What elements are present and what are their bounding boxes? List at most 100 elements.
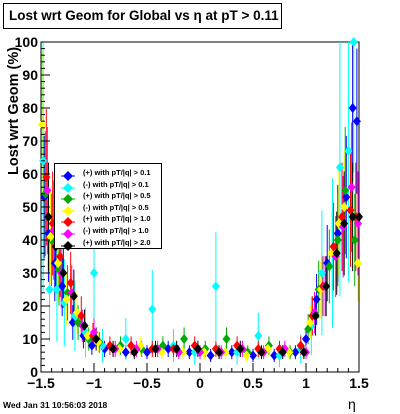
data-point — [206, 350, 215, 361]
data-point — [317, 268, 326, 278]
data-point — [311, 310, 320, 321]
data-point — [221, 347, 230, 358]
data-point — [172, 343, 181, 354]
legend-marker — [61, 214, 75, 228]
data-point — [347, 182, 356, 193]
data-point — [296, 340, 305, 351]
legend-label: (-) with pT/|q| > 0.1 — [83, 179, 149, 189]
data-point — [299, 347, 308, 358]
y-tick-label: 80 — [22, 100, 38, 116]
data-point — [278, 347, 287, 358]
x-tick-label: −1.5 — [27, 375, 55, 391]
x-tick-label: 1.5 — [349, 375, 369, 391]
legend-label: (+) with pT/|q| > 0.1 — [83, 168, 151, 177]
data-point — [59, 268, 68, 278]
data-point — [215, 347, 224, 358]
data-point — [325, 261, 334, 272]
data-point — [236, 343, 245, 354]
y-tick-label: 100 — [15, 34, 39, 50]
legend-entry: (+) with pT/|q| > 0.5 — [55, 190, 163, 205]
x-axis-label: η — [348, 396, 356, 412]
legend-label: (+) with pT/|q| > 2.0 — [83, 237, 151, 247]
data-point — [87, 340, 96, 351]
data-point — [52, 284, 61, 295]
legend-marker — [61, 180, 75, 193]
x-tick-label: −1 — [86, 375, 102, 391]
data-point — [80, 320, 89, 331]
legend-entry: (-) with pT/|q| > 0.5 — [55, 202, 163, 216]
legend-entry: (+) with pT/|q| > 2.0 — [55, 237, 163, 251]
data-point — [355, 211, 363, 222]
data-point — [353, 218, 362, 229]
data-point — [312, 294, 321, 305]
y-tick-label: 10 — [22, 331, 38, 347]
data-point — [211, 281, 220, 292]
data-point — [130, 347, 139, 358]
legend: (+) with pT/|q| > 0.1 (-) with pT/|q| > 0… — [54, 163, 163, 251]
x-tick-label: −0.5 — [133, 375, 161, 391]
data-point — [121, 347, 130, 358]
legend-label: (+) with pT/|q| > 0.5 — [83, 191, 151, 201]
data-point — [56, 251, 65, 262]
legend-marker — [61, 191, 75, 205]
data-point — [342, 192, 351, 203]
data-point — [185, 347, 194, 358]
y-tick-label: 70 — [22, 133, 38, 149]
data-point — [348, 103, 357, 113]
legend-marker — [61, 238, 75, 251]
data-point — [254, 330, 263, 341]
x-tick-label: 0 — [196, 375, 204, 391]
y-axis-label: Lost wrt Geom (%) — [6, 46, 22, 175]
y-tick-label: 30 — [22, 265, 38, 281]
data-point — [200, 347, 209, 358]
y-tick-label: 60 — [22, 166, 38, 182]
data-point — [66, 277, 75, 288]
data-point — [45, 284, 54, 295]
data-point — [42, 172, 51, 183]
data-point — [90, 268, 98, 278]
data-point — [242, 350, 251, 361]
legend-entry: (-) with pT/|q| > 1.0 — [55, 225, 163, 239]
data-point — [46, 231, 55, 242]
x-tick-label: 1 — [302, 375, 310, 391]
legend-marker — [61, 203, 75, 216]
data-points — [38, 37, 363, 361]
legend-marker — [61, 226, 75, 239]
data-point — [340, 218, 349, 229]
data-point — [333, 228, 342, 239]
data-point — [115, 343, 124, 354]
data-point — [92, 334, 101, 344]
legend-label: (-) with pT/|q| > 1.0 — [83, 226, 149, 235]
data-point — [44, 211, 53, 222]
data-point — [340, 202, 349, 212]
data-point — [302, 334, 310, 344]
data-point — [77, 310, 86, 321]
data-point — [227, 347, 236, 358]
x-tick-label: 0.5 — [243, 375, 263, 391]
data-point — [270, 350, 279, 361]
axes: −1.5 −1 −0.5 0 0.5 1 1.5 0 10 20 30 40 50 60 70 80 90 100 — [15, 34, 369, 391]
y-tick-label: 0 — [30, 364, 38, 380]
data-point — [350, 235, 359, 245]
data-point — [193, 343, 202, 354]
data-point — [83, 330, 92, 341]
data-point — [335, 162, 344, 173]
y-tick-label: 50 — [22, 199, 38, 215]
legend-entry: (+) with pT/|q| > 1.0 — [55, 213, 163, 228]
data-point — [43, 185, 52, 196]
data-point — [332, 248, 341, 259]
legend-label: (-) with pT/|q| > 0.5 — [83, 202, 149, 212]
legend-label: (+) with pT/|q| > 1.0 — [83, 214, 151, 224]
data-point — [352, 116, 361, 127]
data-point — [38, 119, 47, 130]
data-point — [180, 334, 189, 344]
y-tick-label: 40 — [22, 232, 38, 248]
data-point — [341, 185, 350, 196]
data-point — [322, 281, 331, 292]
data-point — [151, 343, 160, 354]
data-point — [257, 347, 266, 358]
legend-entry: (-) with pT/|q| > 0.1 — [55, 179, 163, 193]
chart-title: Lost wrt Geom for Global vs η at pT > 0.… — [3, 3, 282, 29]
data-point — [344, 145, 353, 156]
legend-marker — [61, 168, 75, 181]
